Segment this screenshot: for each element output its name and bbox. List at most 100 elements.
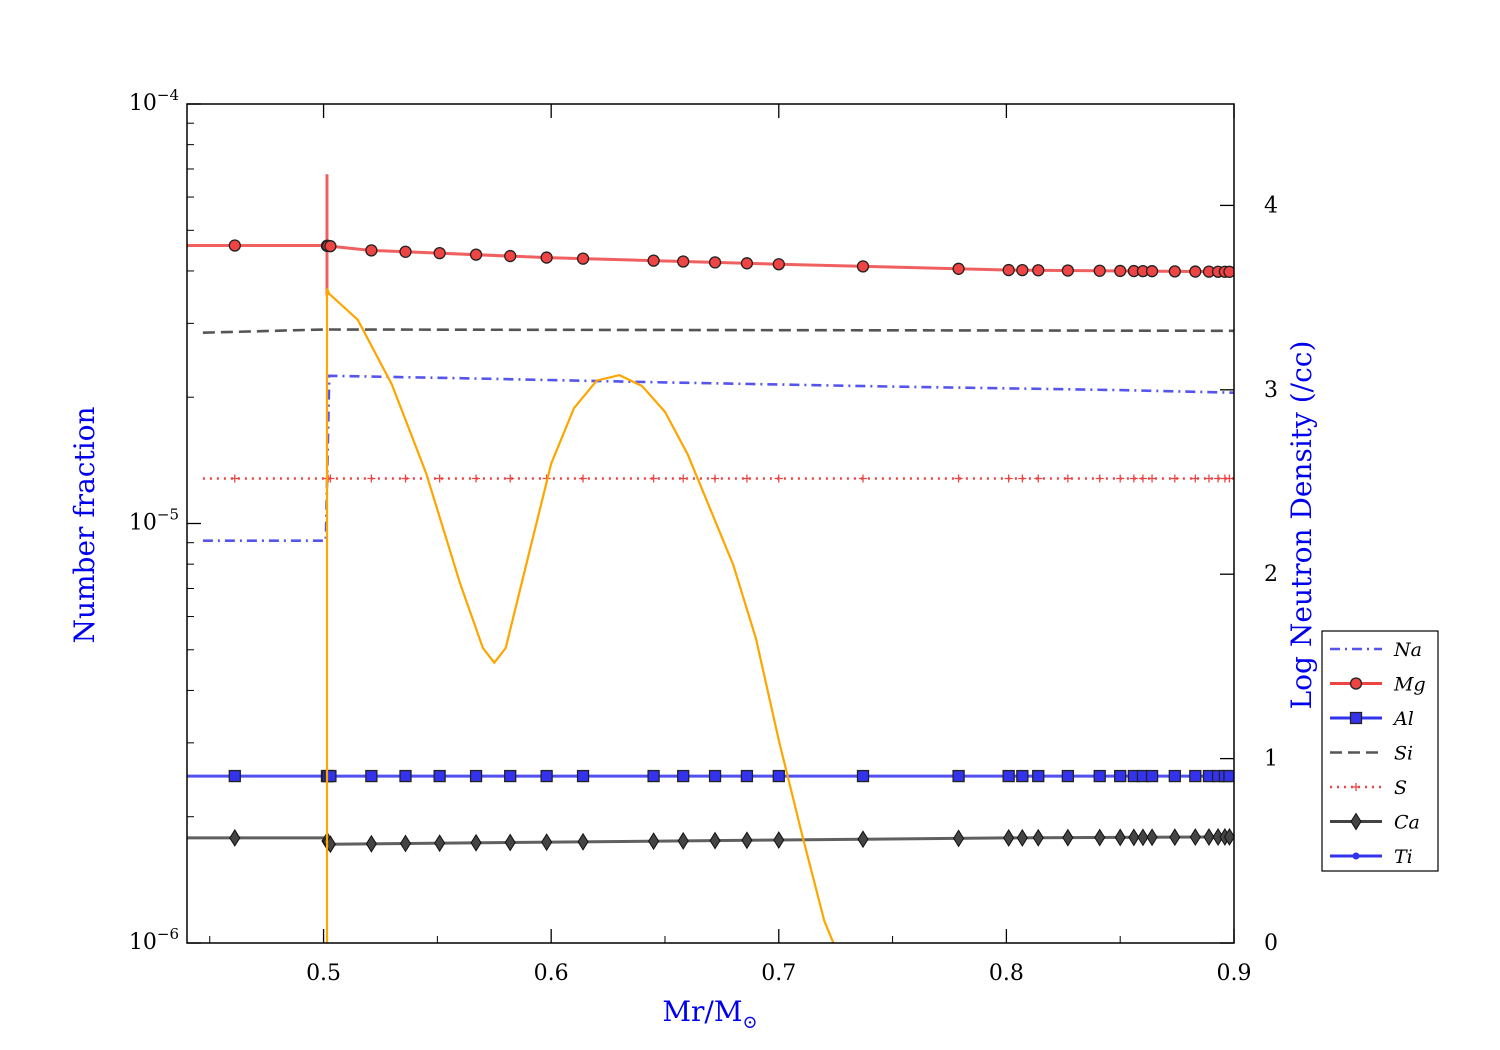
- marker-ca: [1016, 828, 1028, 847]
- marker-al: [856, 769, 870, 783]
- marker-al: [576, 769, 590, 783]
- marker-s: [1129, 474, 1138, 483]
- y-right-tick-label: 2: [1264, 562, 1278, 587]
- marker-ca: [577, 832, 589, 851]
- plot-frame: [186, 103, 1235, 944]
- marker-al: [1223, 769, 1234, 783]
- legend-entry-s: S: [1330, 777, 1407, 799]
- marker-ca: [1146, 828, 1158, 847]
- marker-ca: [1223, 828, 1234, 846]
- marker-ca: [229, 829, 241, 847]
- marker-s: [1225, 474, 1234, 483]
- marker-s: [1191, 474, 1200, 483]
- marker-mg: [740, 257, 754, 270]
- legend-frame: [1321, 630, 1439, 872]
- series-mg: [187, 174, 1234, 296]
- marker-al: [469, 769, 483, 783]
- marker-ca: [434, 834, 446, 853]
- marker-mg: [1093, 264, 1106, 277]
- legend-entry-si: Si: [1330, 743, 1413, 765]
- marker-s: [858, 474, 867, 483]
- marker-s: [649, 474, 658, 483]
- legend-label-na: Na: [1393, 639, 1422, 661]
- y-left-tick-label: 10−6: [129, 925, 179, 955]
- marker-s: [1063, 474, 1072, 483]
- marker-al: [1189, 769, 1202, 783]
- x-tick-label: 0.8: [989, 961, 1024, 986]
- x-tick-label: 0.6: [534, 961, 569, 986]
- legend: Na Mg Al Si S Ca Ti: [1321, 630, 1439, 872]
- marker-s: [954, 474, 963, 483]
- marker-ca: [1032, 828, 1044, 847]
- marker-al: [1114, 769, 1127, 783]
- marker-ca: [1094, 828, 1106, 847]
- marker-ca: [1189, 828, 1201, 847]
- marker-mg: [1168, 265, 1181, 278]
- marker-mg: [952, 262, 965, 275]
- marker-mg: [772, 258, 785, 271]
- marker-al: [1002, 769, 1015, 783]
- marker-al: [772, 769, 785, 783]
- marker-s: [1204, 474, 1213, 483]
- marker-s: [230, 474, 239, 483]
- marker-al: [399, 769, 412, 783]
- x-tick-label: 0.7: [761, 961, 796, 986]
- marker-ca: [741, 831, 753, 850]
- marker-ca: [1203, 828, 1215, 846]
- marker-ca: [504, 833, 516, 852]
- marker-ca: [541, 833, 553, 852]
- legend-marker-s: [1352, 783, 1360, 791]
- x-tick-label: 0.5: [306, 961, 341, 986]
- marker-ca: [1114, 828, 1126, 847]
- series-ca: [187, 828, 1234, 854]
- marker-mg: [365, 244, 378, 257]
- neutron-density-line: [325, 287, 835, 943]
- legend-label-ti: Ti: [1394, 846, 1413, 868]
- marker-ca: [773, 831, 785, 849]
- marker-mg: [708, 256, 722, 269]
- tick-layer: 0.5 0.6 0.7 0.8 0.9 10−6 10−5 10−4 0 1 2 3 4: [129, 86, 1278, 986]
- legend-label-si: Si: [1394, 743, 1413, 765]
- marker-al: [677, 769, 690, 783]
- marker-al: [365, 769, 378, 783]
- marker-al: [504, 769, 517, 783]
- legend-entry-ca: Ca: [1330, 812, 1420, 834]
- series-si: [202, 328, 1234, 334]
- marker-ca: [1003, 828, 1015, 847]
- legend-marker-ca: [1350, 812, 1362, 831]
- marker-ca: [1137, 828, 1149, 847]
- series-na: [202, 374, 1234, 543]
- legend-label-s: S: [1394, 777, 1407, 799]
- marker-al: [740, 769, 754, 783]
- marker-ca: [365, 834, 377, 853]
- marker-s: [401, 474, 410, 483]
- marker-al: [1061, 769, 1074, 783]
- marker-mg: [1114, 264, 1127, 278]
- marker-al: [433, 769, 446, 783]
- y-axis-right-title: Log Neutron Density (/cc): [1285, 341, 1318, 710]
- legend-entry-ti: Ti: [1330, 846, 1413, 868]
- marker-s: [579, 474, 588, 483]
- marker-ca: [648, 832, 660, 851]
- marker-mg: [469, 248, 483, 261]
- marker-al: [1145, 769, 1159, 783]
- marker-s: [774, 474, 783, 483]
- marker-ca: [709, 831, 721, 850]
- legend-entry-mg: Mg: [1330, 674, 1426, 696]
- series-s: [202, 474, 1234, 483]
- marker-ca: [1169, 828, 1181, 847]
- x-tick-label: 0.9: [1217, 961, 1252, 986]
- marker-ca: [953, 829, 965, 848]
- marker-mg: [1061, 264, 1074, 277]
- marker-al: [228, 769, 241, 783]
- legend-label-al: Al: [1392, 708, 1414, 730]
- marker-ca: [470, 833, 482, 852]
- legend-marker-ti: [1352, 852, 1360, 860]
- marker-ca: [857, 830, 869, 849]
- marker-mg: [540, 251, 553, 264]
- marker-mg: [647, 254, 660, 267]
- marker-mg: [576, 252, 590, 265]
- sun-symbol: ⊙: [743, 1012, 758, 1033]
- legend-marker-al: [1349, 711, 1363, 725]
